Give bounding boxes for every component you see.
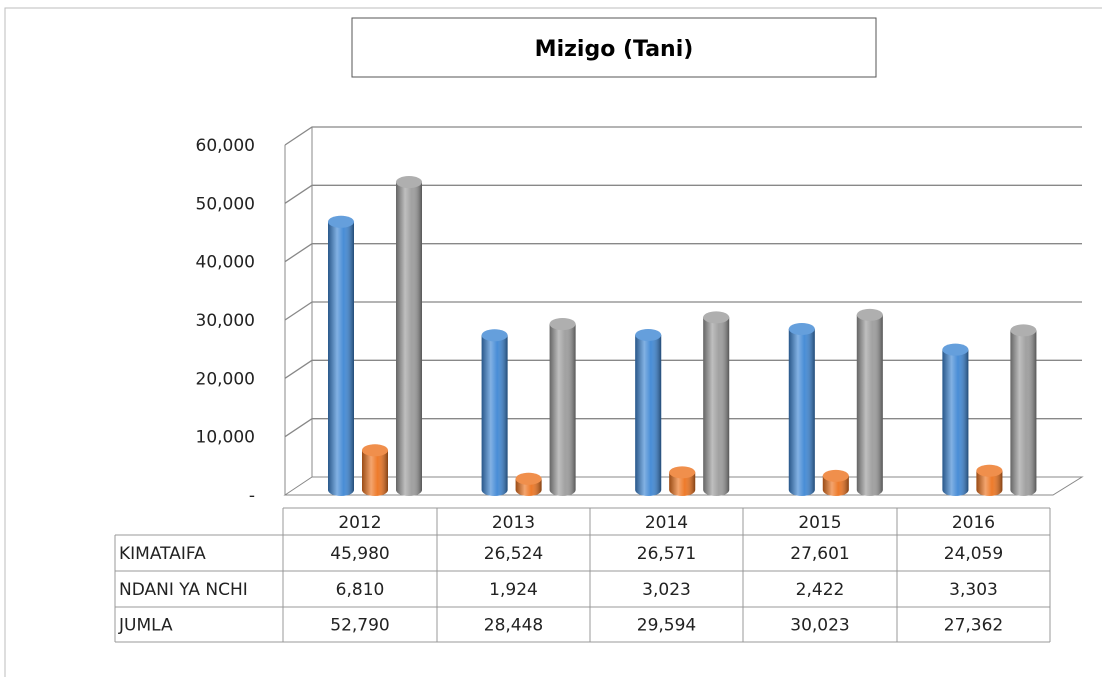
- x-tick-label: 2016: [952, 513, 995, 533]
- series-name: KIMATAIFA: [119, 544, 206, 564]
- x-tick-label: 2012: [338, 513, 381, 533]
- table-value: 26,524: [484, 544, 543, 564]
- bar: [976, 464, 1003, 497]
- y-tick-label: 20,000: [196, 369, 255, 389]
- bar: [396, 176, 422, 496]
- table-value: 6,810: [336, 580, 385, 600]
- bar: [788, 322, 815, 497]
- table-value: 52,790: [330, 616, 389, 636]
- bar: [328, 215, 354, 497]
- frame: [4, 7, 1102, 682]
- bar: [549, 318, 576, 497]
- table-value: 30,023: [790, 616, 849, 636]
- bar: [856, 308, 883, 497]
- grid-line: [284, 126, 1082, 146]
- bar: [1010, 324, 1037, 497]
- y-tick-label: 10,000: [196, 428, 255, 448]
- bar: [481, 329, 508, 497]
- table-value: 28,448: [484, 616, 543, 636]
- x-tick-label: 2013: [492, 513, 535, 533]
- y-tick-label: -: [249, 486, 255, 506]
- table-value: 3,023: [642, 580, 691, 600]
- y-tick-label: 40,000: [196, 253, 255, 273]
- table-value: 45,980: [330, 544, 389, 564]
- y-tick-label: 60,000: [196, 136, 255, 156]
- y-tick-label: 30,000: [196, 311, 255, 331]
- table-value: 27,362: [944, 616, 1003, 636]
- x-tick-label: 2014: [645, 513, 688, 533]
- bar: [822, 469, 849, 497]
- bar: [635, 329, 662, 497]
- series-name: NDANI YA NCHI: [119, 580, 248, 600]
- table-value: 26,571: [637, 544, 696, 564]
- table-value: 1,924: [489, 580, 538, 600]
- bar: [362, 444, 388, 496]
- bar: [515, 472, 542, 497]
- y-tick-label: 50,000: [196, 194, 255, 214]
- table-value: 27,601: [790, 544, 849, 564]
- title-box: [351, 17, 877, 78]
- table-value: 2,422: [796, 580, 845, 600]
- table-value: 24,059: [944, 544, 1003, 564]
- series-name: JUMLA: [118, 616, 173, 636]
- bar: [703, 311, 730, 497]
- table-value: 29,594: [637, 616, 696, 636]
- bar: [669, 466, 696, 497]
- bar: [942, 343, 969, 497]
- table-value: 3,303: [949, 580, 998, 600]
- chart-title: Mizigo (Tani): [535, 37, 694, 62]
- x-tick-label: 2015: [798, 513, 841, 533]
